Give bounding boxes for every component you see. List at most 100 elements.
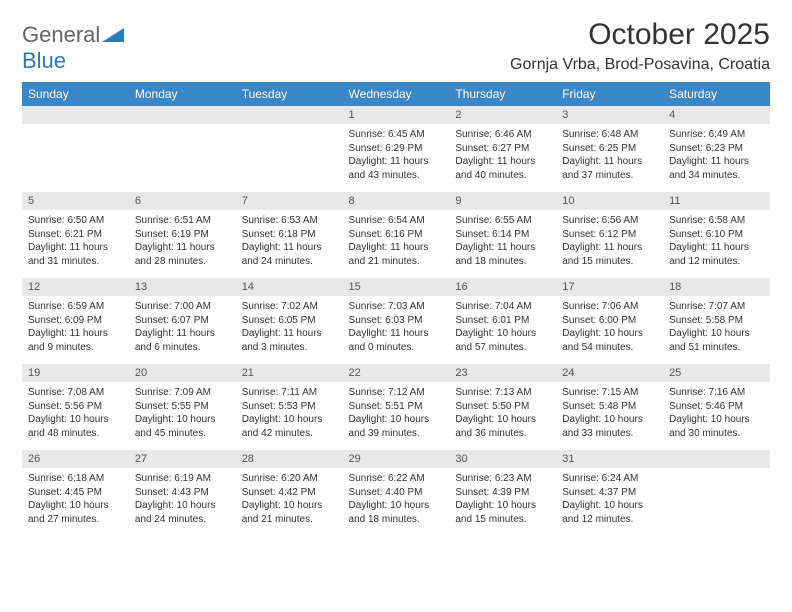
- calendar-cell: 12Sunrise: 6:59 AMSunset: 6:09 PMDayligh…: [22, 278, 129, 364]
- calendar-week-row: 5Sunrise: 6:50 AMSunset: 6:21 PMDaylight…: [22, 192, 770, 278]
- daylight-text: Daylight: 10 hours and 27 minutes.: [28, 499, 123, 526]
- logo-text: General Blue: [22, 22, 124, 74]
- day-details: Sunrise: 6:55 AMSunset: 6:14 PMDaylight:…: [449, 210, 556, 272]
- calendar-cell: 16Sunrise: 7:04 AMSunset: 6:01 PMDayligh…: [449, 278, 556, 364]
- day-number: 4: [663, 106, 770, 124]
- sunrise-text: Sunrise: 7:16 AM: [669, 386, 764, 400]
- daylight-text: Daylight: 10 hours and 36 minutes.: [455, 413, 550, 440]
- day-number: 16: [449, 278, 556, 296]
- sunrise-text: Sunrise: 6:58 AM: [669, 214, 764, 228]
- calendar-thead: SundayMondayTuesdayWednesdayThursdayFrid…: [22, 82, 770, 106]
- daylight-text: Daylight: 10 hours and 21 minutes.: [242, 499, 337, 526]
- calendar-cell: 4Sunrise: 6:49 AMSunset: 6:23 PMDaylight…: [663, 106, 770, 192]
- day-number: 12: [22, 278, 129, 296]
- day-number: 29: [343, 450, 450, 468]
- calendar-cell: 30Sunrise: 6:23 AMSunset: 4:39 PMDayligh…: [449, 450, 556, 536]
- sunset-text: Sunset: 4:40 PM: [349, 486, 444, 500]
- calendar-cell: 31Sunrise: 6:24 AMSunset: 4:37 PMDayligh…: [556, 450, 663, 536]
- daylight-text: Daylight: 11 hours and 12 minutes.: [669, 241, 764, 268]
- sunset-text: Sunset: 6:00 PM: [562, 314, 657, 328]
- day-details: Sunrise: 6:56 AMSunset: 6:12 PMDaylight:…: [556, 210, 663, 272]
- day-header: Monday: [129, 82, 236, 106]
- sunset-text: Sunset: 6:10 PM: [669, 228, 764, 242]
- sunset-text: Sunset: 4:45 PM: [28, 486, 123, 500]
- day-number: 8: [343, 192, 450, 210]
- sunset-text: Sunset: 4:42 PM: [242, 486, 337, 500]
- day-header: Thursday: [449, 82, 556, 106]
- sunrise-text: Sunrise: 6:53 AM: [242, 214, 337, 228]
- day-number: 23: [449, 364, 556, 382]
- day-details: Sunrise: 6:45 AMSunset: 6:29 PMDaylight:…: [343, 124, 450, 186]
- calendar-cell: 18Sunrise: 7:07 AMSunset: 5:58 PMDayligh…: [663, 278, 770, 364]
- sunset-text: Sunset: 5:48 PM: [562, 400, 657, 414]
- day-number: [22, 106, 129, 124]
- sunset-text: Sunset: 6:01 PM: [455, 314, 550, 328]
- sunrise-text: Sunrise: 7:00 AM: [135, 300, 230, 314]
- calendar-table: SundayMondayTuesdayWednesdayThursdayFrid…: [22, 82, 770, 536]
- day-details: Sunrise: 6:46 AMSunset: 6:27 PMDaylight:…: [449, 124, 556, 186]
- sunrise-text: Sunrise: 6:22 AM: [349, 472, 444, 486]
- daylight-text: Daylight: 10 hours and 51 minutes.: [669, 327, 764, 354]
- daylight-text: Daylight: 11 hours and 21 minutes.: [349, 241, 444, 268]
- day-details: Sunrise: 7:04 AMSunset: 6:01 PMDaylight:…: [449, 296, 556, 358]
- sunset-text: Sunset: 6:27 PM: [455, 142, 550, 156]
- calendar-cell: 24Sunrise: 7:15 AMSunset: 5:48 PMDayligh…: [556, 364, 663, 450]
- daylight-text: Daylight: 10 hours and 42 minutes.: [242, 413, 337, 440]
- day-header: Friday: [556, 82, 663, 106]
- day-number: 17: [556, 278, 663, 296]
- sunrise-text: Sunrise: 6:24 AM: [562, 472, 657, 486]
- sunset-text: Sunset: 5:55 PM: [135, 400, 230, 414]
- sunrise-text: Sunrise: 6:45 AM: [349, 128, 444, 142]
- day-number: 24: [556, 364, 663, 382]
- day-header: Wednesday: [343, 82, 450, 106]
- month-title: October 2025: [510, 18, 770, 52]
- calendar-cell: 29Sunrise: 6:22 AMSunset: 4:40 PMDayligh…: [343, 450, 450, 536]
- daylight-text: Daylight: 10 hours and 30 minutes.: [669, 413, 764, 440]
- calendar-cell: [663, 450, 770, 536]
- sunrise-text: Sunrise: 6:20 AM: [242, 472, 337, 486]
- title-block: October 2025 Gornja Vrba, Brod-Posavina,…: [510, 18, 770, 74]
- day-details: Sunrise: 6:50 AMSunset: 6:21 PMDaylight:…: [22, 210, 129, 272]
- sunset-text: Sunset: 6:07 PM: [135, 314, 230, 328]
- calendar-week-row: 19Sunrise: 7:08 AMSunset: 5:56 PMDayligh…: [22, 364, 770, 450]
- daylight-text: Daylight: 11 hours and 18 minutes.: [455, 241, 550, 268]
- calendar-cell: 14Sunrise: 7:02 AMSunset: 6:05 PMDayligh…: [236, 278, 343, 364]
- daylight-text: Daylight: 11 hours and 0 minutes.: [349, 327, 444, 354]
- calendar-cell: 8Sunrise: 6:54 AMSunset: 6:16 PMDaylight…: [343, 192, 450, 278]
- sunrise-text: Sunrise: 6:19 AM: [135, 472, 230, 486]
- daylight-text: Daylight: 10 hours and 48 minutes.: [28, 413, 123, 440]
- sunset-text: Sunset: 6:23 PM: [669, 142, 764, 156]
- day-number: 28: [236, 450, 343, 468]
- daylight-text: Daylight: 11 hours and 6 minutes.: [135, 327, 230, 354]
- day-number: 22: [343, 364, 450, 382]
- sunset-text: Sunset: 4:43 PM: [135, 486, 230, 500]
- calendar-cell: 13Sunrise: 7:00 AMSunset: 6:07 PMDayligh…: [129, 278, 236, 364]
- calendar-cell: 7Sunrise: 6:53 AMSunset: 6:18 PMDaylight…: [236, 192, 343, 278]
- day-number: 21: [236, 364, 343, 382]
- day-number: 19: [22, 364, 129, 382]
- sunset-text: Sunset: 5:53 PM: [242, 400, 337, 414]
- day-number: 31: [556, 450, 663, 468]
- day-number: 27: [129, 450, 236, 468]
- daylight-text: Daylight: 11 hours and 24 minutes.: [242, 241, 337, 268]
- day-details: Sunrise: 7:15 AMSunset: 5:48 PMDaylight:…: [556, 382, 663, 444]
- brand-logo: General Blue: [22, 22, 124, 74]
- sunrise-text: Sunrise: 6:50 AM: [28, 214, 123, 228]
- day-details: Sunrise: 6:54 AMSunset: 6:16 PMDaylight:…: [343, 210, 450, 272]
- day-details: Sunrise: 6:18 AMSunset: 4:45 PMDaylight:…: [22, 468, 129, 530]
- day-details: Sunrise: 7:11 AMSunset: 5:53 PMDaylight:…: [236, 382, 343, 444]
- day-details: Sunrise: 7:13 AMSunset: 5:50 PMDaylight:…: [449, 382, 556, 444]
- sunrise-text: Sunrise: 6:23 AM: [455, 472, 550, 486]
- day-number: [129, 106, 236, 124]
- day-details: Sunrise: 6:51 AMSunset: 6:19 PMDaylight:…: [129, 210, 236, 272]
- sunrise-text: Sunrise: 6:46 AM: [455, 128, 550, 142]
- sunrise-text: Sunrise: 7:04 AM: [455, 300, 550, 314]
- sunrise-text: Sunrise: 6:51 AM: [135, 214, 230, 228]
- calendar-cell: [129, 106, 236, 192]
- sunrise-text: Sunrise: 6:55 AM: [455, 214, 550, 228]
- daylight-text: Daylight: 10 hours and 45 minutes.: [135, 413, 230, 440]
- calendar-cell: 21Sunrise: 7:11 AMSunset: 5:53 PMDayligh…: [236, 364, 343, 450]
- sunrise-text: Sunrise: 7:03 AM: [349, 300, 444, 314]
- daylight-text: Daylight: 10 hours and 39 minutes.: [349, 413, 444, 440]
- calendar-cell: 6Sunrise: 6:51 AMSunset: 6:19 PMDaylight…: [129, 192, 236, 278]
